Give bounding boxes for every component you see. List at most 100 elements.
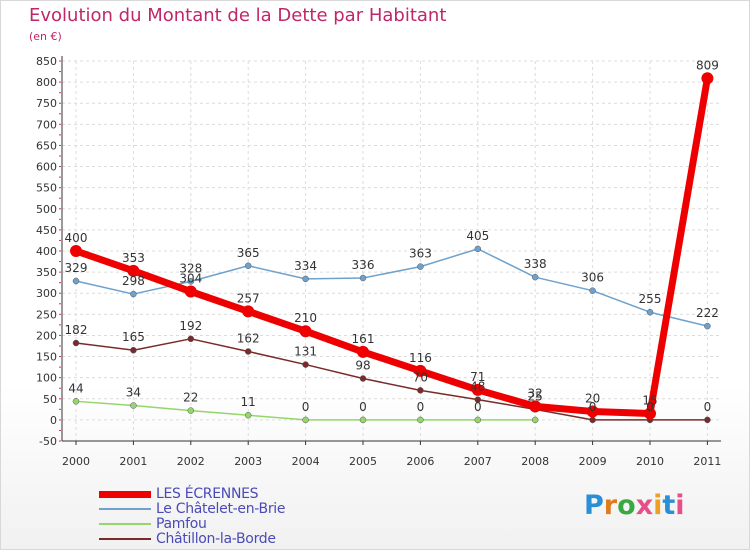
y-tick-label: 650 xyxy=(36,139,57,152)
data-point xyxy=(184,285,197,298)
data-point xyxy=(704,416,711,424)
data-label: 304 xyxy=(179,272,202,286)
y-tick-label: 0 xyxy=(50,414,57,427)
data-label: 334 xyxy=(294,259,317,273)
x-tick-label: 2002 xyxy=(177,455,205,468)
data-label: 336 xyxy=(352,258,375,272)
y-tick-label: 350 xyxy=(36,266,57,279)
data-point xyxy=(302,361,309,368)
x-tick-label: 2008 xyxy=(521,455,549,468)
data-point xyxy=(72,398,80,405)
data-label: 338 xyxy=(524,257,547,271)
y-tick-label: 250 xyxy=(36,308,57,321)
data-label: 162 xyxy=(237,331,260,345)
data-point xyxy=(130,346,137,354)
data-point xyxy=(72,339,80,347)
data-label: 70 xyxy=(413,370,428,384)
series-points xyxy=(70,72,714,424)
data-point xyxy=(187,278,195,285)
data-point xyxy=(586,405,599,418)
data-point xyxy=(644,407,656,420)
data-point xyxy=(244,411,252,419)
data-label: 0 xyxy=(302,400,310,414)
axes xyxy=(59,56,721,445)
y-tick-label: -50 xyxy=(39,435,57,448)
data-labels: 329 298 328 365 334 336 363 405 338 306 255 222 44 34… xyxy=(65,58,719,414)
legend-label: LES ÉCRENNES xyxy=(156,486,259,502)
y-tick-label: 800 xyxy=(36,76,57,89)
y-tick-label: 100 xyxy=(36,372,57,385)
legend-label: Pamfou xyxy=(156,516,207,532)
y-tick-label: 200 xyxy=(36,329,57,342)
data-label: 809 xyxy=(696,58,719,72)
data-label: 328 xyxy=(179,261,202,275)
data-point xyxy=(244,348,252,355)
data-label: 48 xyxy=(470,380,485,394)
data-point xyxy=(417,263,424,270)
data-label: 131 xyxy=(294,345,317,359)
data-label: 222 xyxy=(696,306,719,320)
data-label: 11 xyxy=(241,395,256,409)
data-label: 405 xyxy=(466,229,489,243)
data-label: 44 xyxy=(68,381,83,395)
logo-letter: r xyxy=(603,490,618,521)
data-label: 161 xyxy=(352,332,375,346)
data-label: 298 xyxy=(122,274,145,288)
data-point xyxy=(589,416,596,424)
data-label: 0 xyxy=(704,400,712,414)
data-label: 365 xyxy=(237,246,260,260)
y-tick-label: 150 xyxy=(36,351,57,364)
data-label: 34 xyxy=(126,386,141,400)
data-point xyxy=(531,273,539,281)
data-label: 363 xyxy=(409,247,432,261)
data-label: 22 xyxy=(183,391,198,405)
data-label: 71 xyxy=(470,370,485,384)
legend-label: Châtillon-la-Borde xyxy=(156,531,276,547)
x-tick-label: 2004 xyxy=(292,455,320,468)
y-tick-label: 400 xyxy=(36,245,57,258)
data-label: 400 xyxy=(65,231,88,245)
proxiti-logo: Proxiti xyxy=(584,490,685,521)
data-point xyxy=(474,245,482,253)
data-point xyxy=(359,416,367,424)
x-tick-label: 2011 xyxy=(693,455,721,468)
data-point xyxy=(474,396,482,403)
data-label: 255 xyxy=(639,292,662,306)
y-tick-label: 50 xyxy=(43,393,57,406)
x-tick-label: 2006 xyxy=(406,455,434,468)
x-tick-label: 2005 xyxy=(349,455,377,468)
data-point xyxy=(357,345,369,358)
logo-letter: P xyxy=(584,490,604,521)
data-label: 0 xyxy=(474,400,482,414)
y-tick-label: 550 xyxy=(36,182,57,195)
x-tick-label: 2010 xyxy=(636,455,664,468)
data-label: 0 xyxy=(646,400,654,414)
y-tick-label: 500 xyxy=(36,203,57,216)
legend-swatch xyxy=(99,523,151,525)
data-point xyxy=(474,416,482,424)
y-tick-label: 700 xyxy=(36,118,57,131)
data-label: 329 xyxy=(65,261,88,275)
legend-label: Le Châtelet-en-Brie xyxy=(156,501,286,517)
logo-letter: t xyxy=(662,490,676,521)
chart-title: Evolution du Montant de la Dette par Hab… xyxy=(29,5,447,26)
legend-swatch xyxy=(99,538,151,540)
logo-letter: i xyxy=(675,490,685,521)
data-point xyxy=(302,416,309,424)
data-point xyxy=(299,325,312,338)
series-line xyxy=(75,248,709,327)
data-point xyxy=(589,287,596,294)
data-point xyxy=(187,335,195,343)
series-lines xyxy=(72,74,711,421)
data-point xyxy=(130,402,137,409)
x-tick-label: 2001 xyxy=(119,455,147,468)
series-line xyxy=(72,74,711,418)
y-tick-label: 600 xyxy=(36,161,57,174)
data-point xyxy=(359,274,367,282)
data-label: 257 xyxy=(237,291,260,305)
x-tick-label: 2003 xyxy=(234,455,262,468)
logo-letter: o xyxy=(617,490,636,521)
data-label: 0 xyxy=(589,400,597,414)
series-line xyxy=(75,338,709,421)
